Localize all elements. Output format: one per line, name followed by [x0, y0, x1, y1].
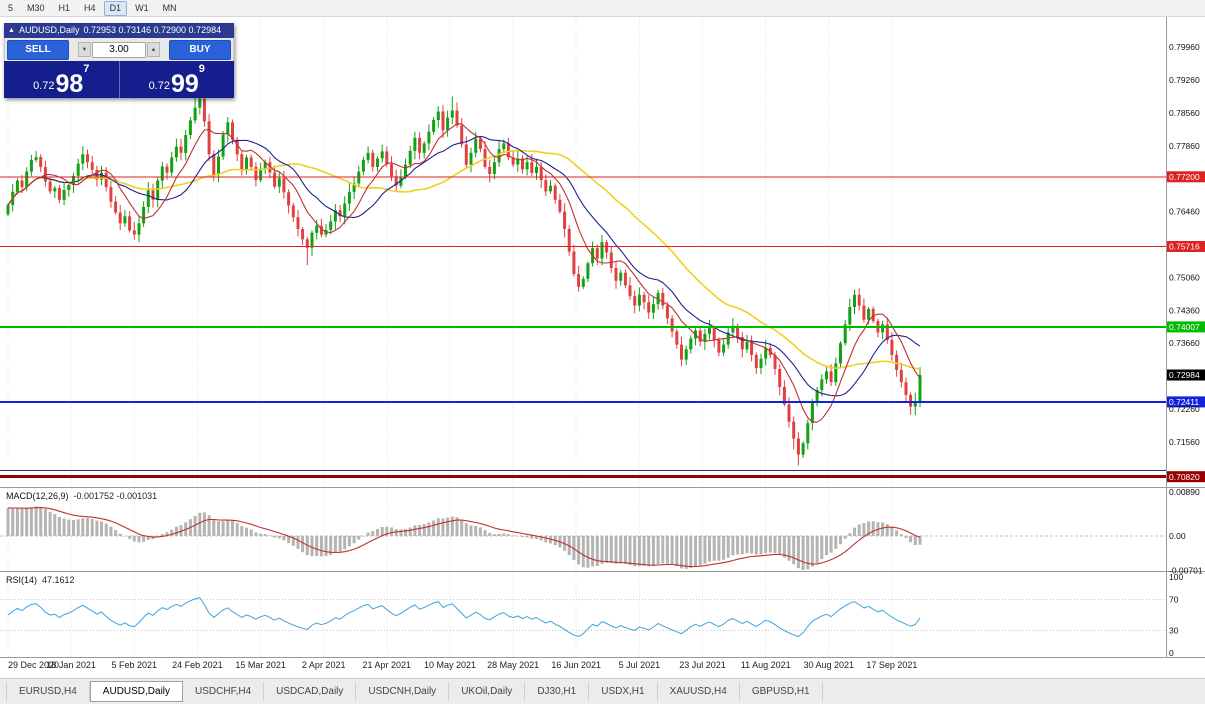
trade-panel-controls: SELL ▼ ▲ BUY: [4, 38, 234, 61]
rsi-label: RSI(14) 47.1612: [6, 575, 75, 585]
timeframe-button-h1[interactable]: H1: [58, 2, 71, 13]
svg-text:0.74007: 0.74007: [1169, 322, 1200, 332]
chart-tab-eurusd-h4[interactable]: EURUSD,H4: [6, 682, 90, 701]
one-click-trading-panel: ▲ AUDUSD,Daily 0.72953 0.73146 0.72900 0…: [4, 23, 234, 98]
trade-panel-header: ▲ AUDUSD,Daily 0.72953 0.73146 0.72900 0…: [4, 23, 234, 38]
macd-label: MACD(12,26,9) -0.001752 -0.001031: [6, 491, 157, 501]
horizontal-level-lines[interactable]: [0, 176, 1166, 479]
sell-button[interactable]: SELL: [7, 39, 69, 60]
svg-text:21 Apr 2021: 21 Apr 2021: [363, 660, 412, 670]
svg-text:0.72260: 0.72260: [1169, 404, 1200, 414]
svg-text:0.77860: 0.77860: [1169, 141, 1200, 151]
svg-text:0.76460: 0.76460: [1169, 207, 1200, 217]
sell-price-pipette: 7: [83, 63, 90, 75]
volume-decrease-button[interactable]: ▼: [78, 42, 91, 57]
svg-text:23 Jul 2021: 23 Jul 2021: [679, 660, 726, 670]
buy-price-pipette: 9: [198, 63, 205, 75]
svg-text:100: 100: [1169, 572, 1183, 582]
svg-text:0: 0: [1169, 648, 1174, 658]
sell-price-prefix: 0.72: [33, 80, 55, 92]
macd-panel: [0, 506, 1166, 570]
svg-text:0.70820: 0.70820: [1169, 472, 1200, 482]
buy-price-big: 99: [170, 70, 199, 98]
moving-average-lines: [7, 123, 921, 423]
volume-increase-button[interactable]: ▲: [147, 42, 160, 57]
buy-price-prefix: 0.72: [148, 80, 170, 92]
macd-name: MACD(12,26,9): [6, 491, 69, 501]
svg-text:17 Sep 2021: 17 Sep 2021: [866, 660, 917, 670]
chart-tab-usdcnh-daily[interactable]: USDCNH,Daily: [356, 682, 450, 701]
svg-text:-0.00701: -0.00701: [1169, 566, 1203, 576]
svg-text:0.74360: 0.74360: [1169, 305, 1200, 315]
svg-text:18 Jan 2021: 18 Jan 2021: [46, 660, 96, 670]
timeframe-button-mn[interactable]: MN: [162, 2, 177, 13]
chart-tab-gbpusd-h1[interactable]: GBPUSD,H1: [740, 682, 823, 701]
timeframe-button-w1[interactable]: W1: [135, 2, 149, 13]
chart-tab-xauusd-h4[interactable]: XAUUSD,H4: [658, 682, 740, 701]
svg-text:2 Apr 2021: 2 Apr 2021: [302, 660, 346, 670]
svg-text:0.79960: 0.79960: [1169, 42, 1200, 52]
svg-text:10 May 2021: 10 May 2021: [424, 660, 476, 670]
buy-price: 0.72 99 9: [120, 61, 235, 98]
svg-text:0.71560: 0.71560: [1169, 437, 1200, 447]
chart-tab-audusd-daily[interactable]: AUDUSD,Daily: [89, 681, 184, 702]
chart-tab-usdcad-daily[interactable]: USDCAD,Daily: [264, 682, 357, 701]
svg-text:0.75060: 0.75060: [1169, 272, 1200, 282]
svg-text:29 Dec 2020: 29 Dec 2020: [8, 660, 59, 670]
svg-text:0.79260: 0.79260: [1169, 75, 1200, 85]
price-axis[interactable]: 0.77200 0.75716 0.74007 0.72411 0.70820 0.729…: [1167, 42, 1205, 658]
buy-button[interactable]: BUY: [169, 39, 231, 60]
price-chart[interactable]: 0.772000.757160.740070.724110.708200.729…: [0, 17, 1205, 678]
timeframe-button-5[interactable]: 5: [8, 2, 14, 13]
rsi-name: RSI(14): [6, 575, 38, 585]
chart-tab-dj30-h1[interactable]: DJ30,H1: [525, 682, 590, 701]
sell-price: 0.72 98 7: [4, 61, 120, 98]
svg-text:0.00890: 0.00890: [1169, 487, 1200, 497]
sell-price-big: 98: [55, 70, 84, 98]
bid-ask-display: 0.72 98 7 0.72 99 9: [4, 61, 234, 98]
timeframe-button-h4[interactable]: H4: [84, 2, 96, 13]
svg-text:16 Jun 2021: 16 Jun 2021: [551, 660, 601, 670]
candlestick-series: [6, 84, 922, 466]
svg-text:5 Feb 2021: 5 Feb 2021: [112, 660, 158, 670]
svg-text:28 May 2021: 28 May 2021: [487, 660, 539, 670]
svg-text:0.73660: 0.73660: [1169, 338, 1200, 348]
svg-text:0.72411: 0.72411: [1169, 397, 1199, 407]
svg-text:0.78560: 0.78560: [1169, 108, 1200, 118]
svg-text:70: 70: [1169, 595, 1179, 605]
timeframe-button-m30[interactable]: M30: [27, 2, 45, 13]
svg-text:30 Aug 2021: 30 Aug 2021: [804, 660, 855, 670]
svg-text:0.75716: 0.75716: [1169, 242, 1200, 252]
svg-text:0.72984: 0.72984: [1169, 370, 1200, 380]
svg-text:15 Mar 2021: 15 Mar 2021: [235, 660, 286, 670]
volume-control: ▼ ▲: [69, 41, 169, 58]
rsi-value: 47.1612: [42, 575, 75, 585]
chart-area: 0.77200 0.75716 0.74007 0.72411 0.70820 0.729…: [0, 17, 1205, 678]
svg-text:5 Jul 2021: 5 Jul 2021: [619, 660, 661, 670]
svg-text:0.77200: 0.77200: [1169, 172, 1200, 182]
chart-tab-usdx-h1[interactable]: USDX,H1: [589, 682, 658, 701]
chart-tabs-bar: EURUSD,H4 AUDUSD,Daily USDCHF,H4 USDCAD,Dai…: [0, 678, 1205, 704]
svg-text:30: 30: [1169, 625, 1179, 635]
timeframe-button-d1[interactable]: D1: [103, 0, 128, 16]
volume-input[interactable]: [92, 41, 146, 58]
macd-values: -0.001752 -0.001031: [73, 491, 158, 501]
rsi-panel: [0, 597, 1166, 637]
svg-text:0.00: 0.00: [1169, 531, 1186, 541]
timeframe-toolbar: 5 M30 H1 H4 D1 W1 MN: [0, 0, 1205, 17]
chart-ohlc-values: 0.72953 0.73146 0.72900 0.72984: [83, 25, 222, 35]
chart-tab-ukoil-daily[interactable]: UKOil,Daily: [449, 682, 526, 701]
chart-symbol-title: AUDUSD,Daily: [18, 25, 80, 35]
chart-tab-usdchf-h4[interactable]: USDCHF,H4: [183, 682, 265, 701]
svg-text:24 Feb 2021: 24 Feb 2021: [172, 660, 223, 670]
grid-lines: [0, 17, 1205, 658]
svg-text:11 Aug 2021: 11 Aug 2021: [741, 660, 791, 670]
collapse-icon[interactable]: ▲: [8, 27, 15, 34]
